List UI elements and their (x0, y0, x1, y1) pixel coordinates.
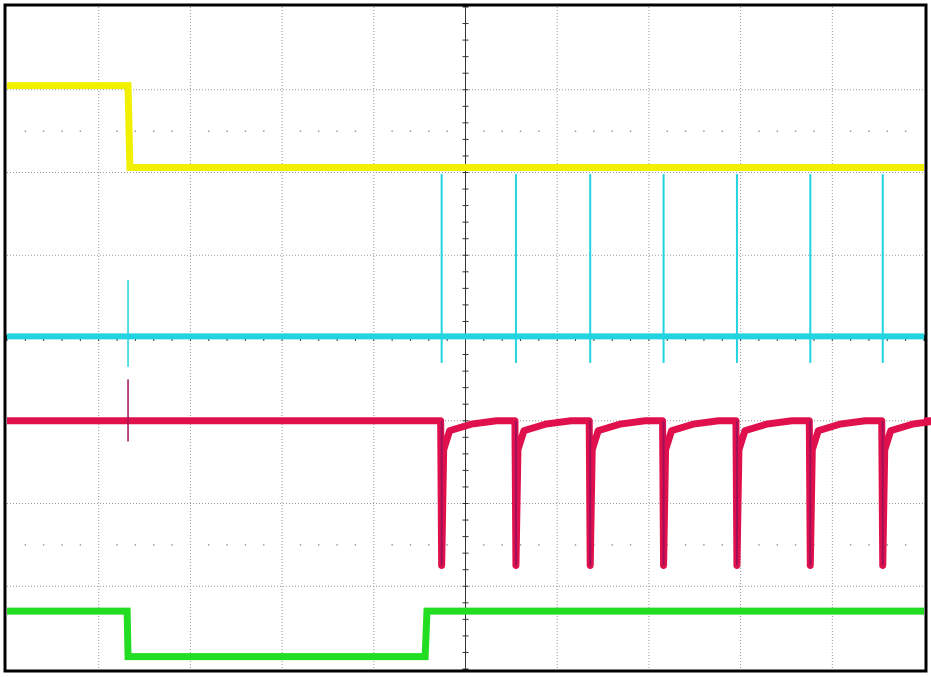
minor-grid-dot (446, 130, 448, 132)
minor-grid-dot (483, 130, 485, 132)
minor-grid-dot (794, 130, 797, 132)
minor-grid-dot (226, 544, 228, 546)
minor-grid-dot (758, 544, 760, 546)
minor-grid-dot (336, 130, 338, 132)
minor-grid-dot (152, 544, 155, 546)
minor-grid-dot (813, 130, 815, 132)
minor-grid-dot (593, 130, 595, 132)
minor-grid-dot (611, 130, 614, 132)
minor-grid-dot (336, 544, 338, 546)
minor-grid-dot (574, 544, 577, 546)
minor-grid-dot (116, 544, 118, 546)
minor-grid-dot (446, 544, 448, 546)
minor-grid-dot (244, 130, 247, 132)
minor-grid-dot (152, 130, 155, 132)
minor-grid-dot (794, 544, 797, 546)
minor-grid-dot (42, 130, 45, 132)
minor-grid-dot (24, 130, 27, 132)
minor-grid-dot (171, 130, 173, 132)
minor-grid-dot (721, 544, 724, 546)
minor-grid-dot (703, 130, 705, 132)
minor-grid-dot (226, 130, 228, 132)
minor-grid-dot (868, 130, 870, 132)
minor-grid-dot (116, 130, 118, 132)
minor-grid-dot (904, 544, 907, 546)
minor-grid-dot (886, 544, 889, 546)
minor-grid-dot (684, 130, 687, 132)
minor-grid-dot (42, 544, 45, 546)
minor-grid-dot (262, 544, 265, 546)
minor-grid-dot (758, 130, 760, 132)
minor-grid-dot (391, 544, 393, 546)
minor-grid-dot (703, 544, 705, 546)
minor-grid-dot (538, 130, 540, 132)
minor-grid-dot (868, 544, 870, 546)
minor-grid-dot (134, 544, 137, 546)
minor-grid-dot (299, 544, 302, 546)
minor-grid-dot (574, 130, 577, 132)
trace-1 (7, 82, 924, 172)
minor-grid-dot (354, 544, 357, 546)
minor-grid-dot (207, 544, 210, 546)
minor-grid-dot (849, 544, 852, 546)
minor-grid-dot (317, 544, 320, 546)
minor-grid-dot (519, 130, 522, 132)
minor-grid-dot (629, 130, 632, 132)
minor-grid-dot (409, 130, 412, 132)
minor-grid-dot (171, 544, 173, 546)
minor-grid-dot (262, 130, 265, 132)
minor-grid-dot (886, 130, 889, 132)
traces (7, 82, 931, 661)
minor-grid-dot (207, 130, 210, 132)
minor-grid-dot (629, 544, 632, 546)
minor-grid-dot (244, 544, 247, 546)
minor-grid-dot (538, 544, 540, 546)
minor-grid-dot (61, 544, 63, 546)
minor-grid-dot (428, 544, 430, 546)
minor-grid-dot (79, 130, 82, 132)
minor-grid-dot (79, 544, 82, 546)
minor-grid-dot (299, 130, 302, 132)
minor-grid-dot (849, 130, 852, 132)
minor-grid-dot (501, 544, 503, 546)
minor-grid-dot (391, 130, 393, 132)
minor-grid-dot (666, 130, 669, 132)
minor-grid-dot (134, 130, 137, 132)
trace-4 (7, 607, 924, 661)
minor-grid-dot (501, 130, 503, 132)
minor-grid-dot (611, 544, 614, 546)
minor-grid-dot (519, 544, 522, 546)
minor-grid-dot (61, 130, 63, 132)
minor-grid-dot (684, 544, 687, 546)
minor-grid-dot (776, 544, 779, 546)
minor-grid-dot (483, 544, 485, 546)
minor-grid-dot (428, 130, 430, 132)
minor-grid-dot (904, 130, 907, 132)
minor-grid-dot (776, 130, 779, 132)
minor-grid-dot (354, 130, 357, 132)
minor-grid-dot (721, 130, 724, 132)
minor-grid-dot (317, 130, 320, 132)
minor-grid-dot (409, 544, 412, 546)
minor-grid-dot (24, 544, 27, 546)
